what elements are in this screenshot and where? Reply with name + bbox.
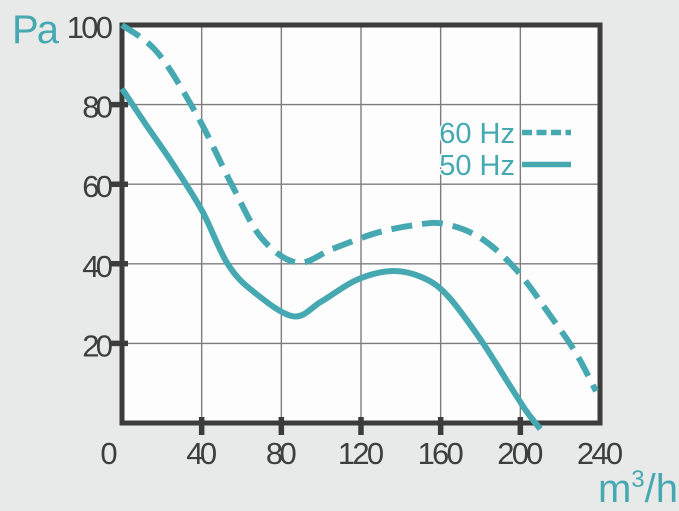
y-tick-label-100: 100 <box>67 10 113 45</box>
x-tick-label-120: 120 <box>338 436 384 471</box>
x-axis-unit-label: m3/h <box>598 466 678 511</box>
y-axis-unit-label: Pa <box>12 8 60 52</box>
gridlines <box>122 25 600 423</box>
y-tick-label-20: 20 <box>82 328 113 363</box>
curve-50-hz <box>119 87 543 431</box>
x-unit-superscript: 3 <box>631 466 644 493</box>
data-curves <box>119 22 599 431</box>
x-tick-label-40: 40 <box>186 436 217 471</box>
y-tick-label-40: 40 <box>82 249 113 284</box>
x-unit-rest: /h <box>645 467 678 511</box>
x-tick-label-200: 200 <box>497 436 543 471</box>
y-tick-label-60: 60 <box>82 169 113 204</box>
x-tick-label-160: 160 <box>418 436 464 471</box>
x-tick-label-0: 0 <box>100 436 117 471</box>
axis-ticks <box>110 101 524 435</box>
x-tick-label-240: 240 <box>577 436 623 471</box>
y-tick-label-80: 80 <box>82 90 113 125</box>
legend-label-50hz: 50 Hz <box>439 150 515 182</box>
legend: 60 Hz 50 Hz <box>438 117 571 184</box>
axis-tick-labels: 0 40 80 120 160 200 240 20 40 60 80 100 <box>67 10 623 471</box>
x-unit-base: m <box>598 467 631 511</box>
x-tick-label-80: 80 <box>266 436 297 471</box>
curve-60-hz <box>120 22 599 393</box>
legend-label-60hz: 60 Hz <box>439 118 515 150</box>
